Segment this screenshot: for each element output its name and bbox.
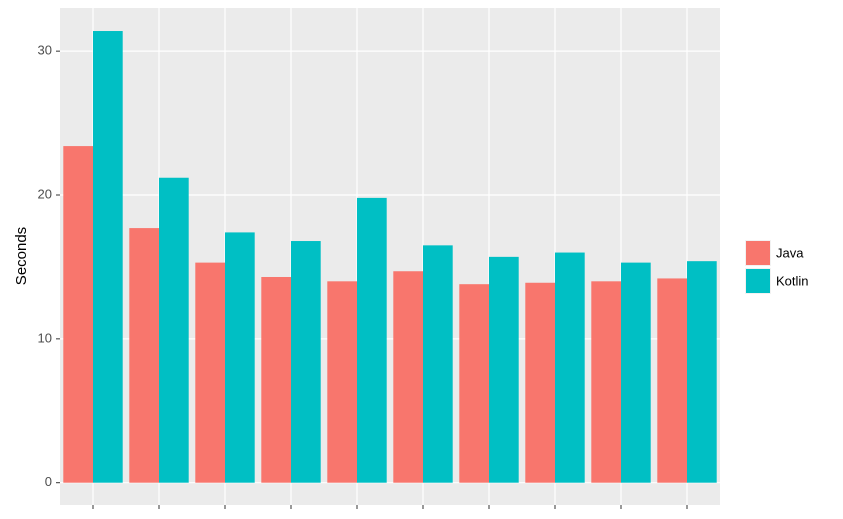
bar — [195, 262, 225, 483]
bar — [555, 252, 585, 483]
bar — [159, 177, 189, 483]
bar — [225, 232, 255, 483]
bar — [357, 197, 387, 483]
legend-label: Java — [776, 245, 804, 260]
bar — [261, 276, 291, 483]
bar — [327, 281, 357, 483]
bar — [525, 282, 555, 483]
bar — [423, 245, 453, 483]
bar — [63, 146, 93, 483]
y-tick-label: 20 — [38, 186, 52, 201]
bar — [621, 262, 651, 483]
y-tick-label: 30 — [38, 43, 52, 58]
bar — [687, 261, 717, 483]
y-tick-label: 0 — [45, 474, 52, 489]
bar — [591, 281, 621, 483]
bar — [657, 278, 687, 483]
bar — [459, 284, 489, 483]
bar — [393, 271, 423, 483]
bar — [129, 228, 159, 483]
bar — [291, 241, 321, 483]
legend-label: Kotlin — [776, 273, 809, 288]
bar — [93, 31, 123, 483]
legend-swatch — [746, 269, 770, 293]
y-tick-label: 10 — [38, 330, 52, 345]
legend-swatch — [746, 241, 770, 265]
y-axis-title: Seconds — [13, 227, 30, 285]
bar — [489, 256, 519, 483]
